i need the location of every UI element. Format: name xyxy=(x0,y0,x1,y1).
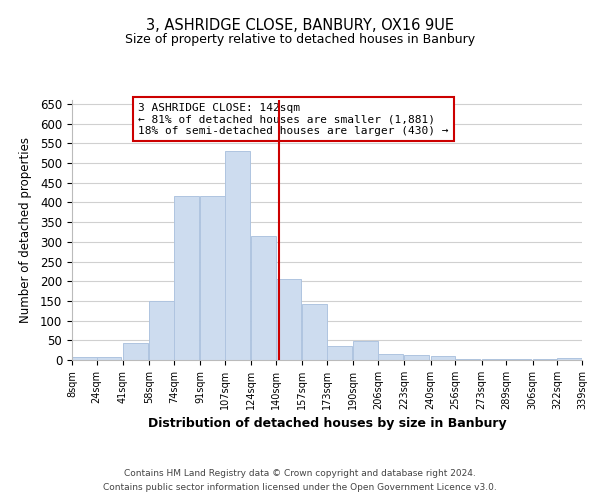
Bar xyxy=(302,304,327,360)
Bar xyxy=(557,358,582,360)
Bar xyxy=(174,196,199,360)
Text: 3, ASHRIDGE CLOSE, BANBURY, OX16 9UE: 3, ASHRIDGE CLOSE, BANBURY, OX16 9UE xyxy=(146,18,454,32)
Bar xyxy=(123,342,148,360)
Text: Size of property relative to detached houses in Banbury: Size of property relative to detached ho… xyxy=(125,32,475,46)
Text: Contains public sector information licensed under the Open Government Licence v3: Contains public sector information licen… xyxy=(103,484,497,492)
Bar xyxy=(97,357,121,360)
Y-axis label: Number of detached properties: Number of detached properties xyxy=(19,137,32,323)
Text: Contains HM Land Registry data © Crown copyright and database right 2024.: Contains HM Land Registry data © Crown c… xyxy=(124,468,476,477)
Bar xyxy=(72,357,97,360)
Bar xyxy=(225,151,250,360)
Bar xyxy=(482,359,506,360)
Bar xyxy=(533,359,557,360)
Bar xyxy=(404,355,429,360)
Bar xyxy=(149,301,174,360)
Bar xyxy=(200,196,225,360)
Bar xyxy=(506,359,531,360)
Bar xyxy=(353,342,378,360)
X-axis label: Distribution of detached houses by size in Banbury: Distribution of detached houses by size … xyxy=(148,418,506,430)
Bar xyxy=(327,346,352,360)
Bar xyxy=(276,279,301,360)
Text: 3 ASHRIDGE CLOSE: 142sqm
← 81% of detached houses are smaller (1,881)
18% of sem: 3 ASHRIDGE CLOSE: 142sqm ← 81% of detach… xyxy=(139,102,449,136)
Bar xyxy=(251,236,276,360)
Bar xyxy=(455,359,480,360)
Bar xyxy=(431,356,455,360)
Bar xyxy=(378,354,403,360)
